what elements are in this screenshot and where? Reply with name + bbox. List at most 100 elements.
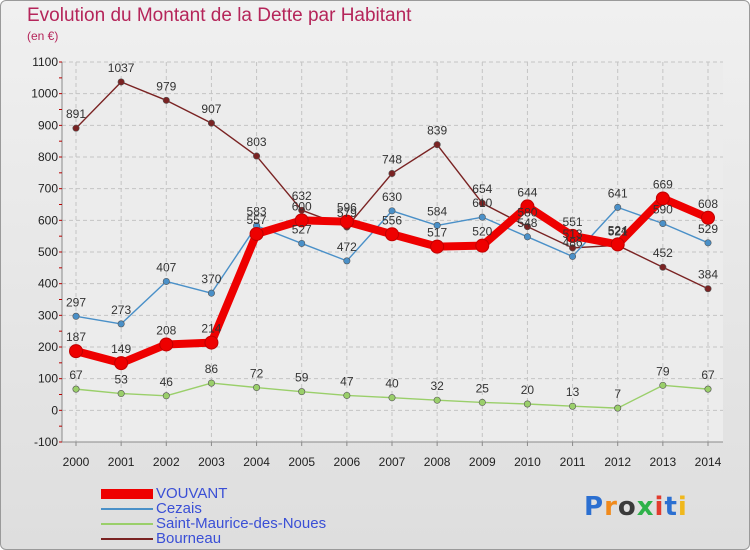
- data-label-bourneau: 384: [698, 268, 718, 282]
- data-label-bourneau: 521: [608, 224, 628, 238]
- y-tick-label: 900: [38, 118, 58, 132]
- chart-subtitle: (en €): [27, 29, 59, 43]
- chart-title: Evolution du Montant de la Dette par Hab…: [27, 5, 412, 26]
- data-label-cezais: 486: [563, 235, 583, 249]
- data-label-cezais: 297: [66, 295, 86, 309]
- data-label-vouvant: 551: [563, 215, 583, 229]
- data-label-cezais: 630: [382, 190, 402, 204]
- data-label-saint-maurice-des-noues: 20: [521, 383, 535, 397]
- legend-label: Bourneau: [156, 530, 222, 547]
- data-point-cezais: [659, 220, 667, 228]
- data-point-bourneau: [253, 152, 261, 160]
- data-point-saint-maurice-des-noues: [704, 385, 712, 393]
- data-label-bourneau: 654: [472, 182, 492, 196]
- data-point-saint-maurice-des-noues: [72, 385, 80, 393]
- data-label-vouvant: 644: [517, 185, 537, 199]
- data-point-vouvant: [701, 210, 715, 225]
- data-point-bourneau: [72, 124, 80, 132]
- data-point-bourneau: [478, 199, 486, 207]
- x-tick-label: 2007: [379, 455, 406, 469]
- data-label-vouvant: 524: [608, 223, 628, 237]
- data-point-vouvant: [294, 213, 309, 228]
- data-point-vouvant: [114, 356, 129, 371]
- data-label-bourneau: 513: [563, 227, 583, 241]
- data-label-vouvant: 596: [337, 201, 357, 215]
- data-point-cezais: [478, 213, 486, 221]
- x-tick-label: 2004: [243, 455, 270, 469]
- data-point-bourneau: [433, 141, 441, 149]
- data-point-saint-maurice-des-noues: [659, 381, 667, 389]
- data-point-cezais: [704, 239, 712, 247]
- data-point-bourneau: [569, 244, 577, 252]
- legend-swatch: [101, 489, 153, 499]
- data-point-saint-maurice-des-noues: [478, 398, 486, 406]
- y-tick-label: 700: [38, 182, 58, 196]
- data-label-cezais: 529: [698, 222, 718, 236]
- data-point-vouvant: [430, 239, 445, 254]
- data-label-saint-maurice-des-noues: 72: [250, 367, 264, 381]
- x-tick-label: 2013: [650, 455, 677, 469]
- x-tick-label: 2011: [560, 455, 586, 469]
- data-label-saint-maurice-des-noues: 67: [69, 368, 83, 382]
- legend-swatch: [101, 538, 153, 540]
- data-label-vouvant: 520: [472, 225, 492, 239]
- data-label-cezais: 407: [156, 260, 176, 274]
- data-point-vouvant: [339, 214, 354, 229]
- data-point-bourneau: [162, 96, 170, 104]
- data-label-bourneau: 979: [156, 79, 176, 93]
- data-label-vouvant: 187: [66, 330, 86, 344]
- data-label-saint-maurice-des-noues: 86: [205, 362, 219, 376]
- x-tick-label: 2009: [469, 455, 496, 469]
- y-tick-label: -100: [34, 435, 58, 449]
- data-labels: 891 1037 979 907 803 632 579 748 839 654 580 513 521…: [66, 61, 718, 401]
- data-point-saint-maurice-des-noues: [162, 392, 170, 400]
- data-label-saint-maurice-des-noues: 47: [340, 374, 354, 388]
- data-point-bourneau: [704, 285, 712, 293]
- data-point-bourneau: [659, 263, 667, 271]
- legend-swatch: [101, 523, 153, 525]
- data-point-vouvant: [69, 344, 83, 359]
- data-point-cezais: [298, 239, 306, 247]
- data-point-vouvant: [610, 237, 625, 252]
- data-point-saint-maurice-des-noues: [117, 390, 125, 398]
- logo-letter: r: [604, 492, 618, 522]
- x-tick-label: 2014: [695, 455, 722, 469]
- series-points: [69, 78, 715, 412]
- x-tick-label: 2005: [288, 455, 315, 469]
- data-label-saint-maurice-des-noues: 53: [114, 373, 128, 387]
- logo-letter: i: [677, 492, 688, 522]
- data-point-vouvant: [565, 228, 580, 243]
- data-point-cezais: [162, 277, 170, 285]
- data-point-vouvant: [385, 227, 399, 242]
- data-label-cezais: 584: [427, 204, 447, 218]
- data-point-vouvant: [204, 335, 219, 350]
- x-tick-label: 2006: [334, 455, 361, 469]
- data-point-saint-maurice-des-noues: [523, 400, 531, 408]
- y-tick-label: 800: [38, 150, 58, 164]
- logo-letter: t: [664, 492, 678, 522]
- data-label-cezais: 610: [472, 196, 492, 210]
- x-tick-label: 2001: [108, 455, 135, 469]
- data-point-vouvant: [475, 238, 490, 253]
- data-label-saint-maurice-des-noues: 40: [385, 377, 399, 391]
- data-point-vouvant: [249, 226, 264, 241]
- logo-letter: x: [636, 492, 655, 522]
- data-label-bourneau: 748: [382, 152, 402, 166]
- data-point-cezais: [207, 289, 215, 297]
- x-tick-label: 2010: [514, 455, 541, 469]
- data-point-bourneau: [523, 223, 531, 231]
- data-point-vouvant: [520, 199, 535, 214]
- data-label-saint-maurice-des-noues: 13: [566, 385, 580, 399]
- y-tick-label: 600: [38, 213, 58, 227]
- data-label-bourneau: 1037: [108, 61, 135, 75]
- x-tick-label: 2012: [604, 455, 631, 469]
- x-tick-label: 2008: [424, 455, 451, 469]
- data-label-saint-maurice-des-noues: 59: [295, 371, 309, 385]
- data-label-cezais: 527: [292, 222, 312, 236]
- data-label-cezais: 370: [201, 272, 221, 286]
- data-point-bourneau: [117, 78, 125, 86]
- data-label-saint-maurice-des-noues: 32: [430, 379, 444, 393]
- data-label-bourneau: 907: [201, 102, 221, 116]
- data-label-cezais: 273: [111, 303, 131, 317]
